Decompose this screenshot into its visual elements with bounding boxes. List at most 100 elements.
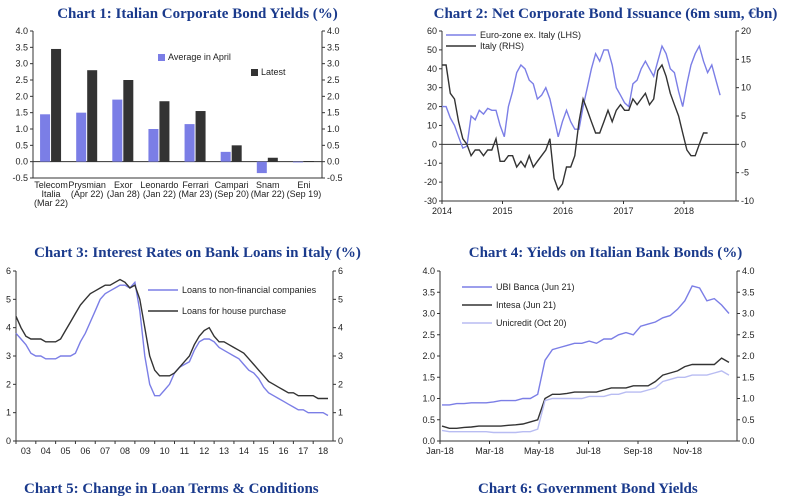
c1-category-label: Campari [215,180,249,190]
c3-series-house [15,278,328,400]
chart-2-title: Chart 2: Net Corporate Bond Issuance (6m… [433,6,778,22]
c3-ytick-label: 0 [6,436,11,446]
c2-ytick-label-right: 10 [741,83,751,93]
c3-ytick-label-right: 2 [338,379,343,389]
c1-ytick-label: 4.0 [15,26,28,36]
chart-5-title-cut: Chart 5: Change in Loan Terms & Conditio… [24,481,319,497]
c1-ytick-label: 2.0 [15,91,28,101]
c1-legend-label: Average in April [168,52,231,62]
chart-4-panel: Chart 4: Yields on Italian Bank Bonds (%… [400,240,811,480]
chart-3-panel: Chart 3: Interest Rates on Bank Loans in… [0,240,395,480]
c3-ytick-label: 5 [6,294,11,304]
c4-xtick-label: Jan-18 [426,446,454,456]
c1-bar-avg [40,114,51,162]
c2-xtick-label: 2014 [432,206,452,216]
c3-xtick-label: 07 [100,446,110,456]
c2-xtick-label: 2017 [613,206,633,216]
c4-ytick-label-right: 2.0 [742,351,755,361]
c1-ytick-label-right: 1.0 [327,124,340,134]
c3-ytick-label: 3 [6,351,11,361]
c1-bar-latest [195,111,206,162]
c2-ytick-label-right: 15 [741,54,751,64]
c1-ytick-label-right: 3.0 [327,59,340,69]
c1-bar-latest [159,101,170,162]
c1-category-label: (Jan 22) [143,189,176,199]
c4-xtick-label: Jul-18 [576,446,601,456]
c4-ytick-label: 2.5 [422,330,435,340]
chart-2-svg: -30 -20 -10 0 10 20 30 40 50 60 -10 -5 0 5 10 15 20 2014 2… [424,26,754,216]
c1-ytick-label: 1.5 [15,108,28,118]
chart-2-panel: Chart 2: Net Corporate Bond Issuance (6m… [400,0,811,240]
c3-xtick-label: 04 [41,446,51,456]
c1-bar-avg [148,129,159,162]
c3-xtick-label: 16 [278,446,288,456]
c4-legend-label: UBI Banca (Jun 21) [496,282,575,292]
c3-series-nfc [15,280,329,417]
c1-category-label: Leonardo [140,180,178,190]
c4-legend-label: Intesa (Jun 21) [496,300,556,310]
c1-bar-avg [220,151,231,162]
c1-category-label: (Mar 23) [179,189,213,199]
c1-bar-avg [292,161,303,163]
c2-xtick-label: 2016 [553,206,573,216]
c4-series-intesa [441,357,730,429]
c3-xtick-label: 12 [199,446,209,456]
c1-bar-avg [184,124,195,162]
c3-ytick-label-right: 6 [338,266,343,276]
c1-ytick-label: 2.5 [15,75,28,85]
c1-ytick-label: 0.0 [15,157,28,167]
c4-series-unicredit [441,370,730,434]
c3-ytick-label: 4 [6,323,11,333]
c1-legend-swatch [251,69,258,76]
c3-legend-label: Loans to non-financial companies [182,285,317,295]
c1-bar-latest [51,48,62,162]
c3-xtick-label: 09 [140,446,150,456]
c4-ytick-label: 3.5 [422,287,435,297]
c1-category-label: Snam [256,180,280,190]
c1-bar-avg [256,161,267,174]
c1-ytick-label-right: -0.5 [327,173,343,183]
c3-xtick-label: 10 [160,446,170,456]
c2-ytick-label: 10 [427,120,437,130]
c1-category-label: (Mar 22) [251,189,285,199]
c4-ytick-label: 1.5 [422,372,435,382]
c3-xtick-label: 11 [180,446,189,456]
c2-ytick-label: -30 [424,196,437,206]
c1-category-label: (Jan 28) [107,189,140,199]
c1-category-label: Exor [114,180,133,190]
c4-ytick-label-right: 2.5 [742,330,755,340]
c2-ytick-label: 20 [427,102,437,112]
c1-bar-avg [112,99,123,162]
c1-ytick-label-right: 3.5 [327,42,340,52]
c2-ytick-label-right: 5 [741,111,746,121]
c2-xtick-label: 2015 [492,206,512,216]
c3-ytick-label-right: 5 [338,294,343,304]
c3-xtick-label: 18 [318,446,328,456]
c3-xtick-label: 05 [61,446,71,456]
c4-ytick-label-right: 4.0 [742,266,755,276]
c4-xtick-label: Nov-18 [673,446,702,456]
c1-legend-label: Latest [261,67,286,77]
c4-ytick-label: 0.0 [422,436,435,446]
chart-4-svg: 0.0 0.5 1.0 1.5 2.0 2.5 3.0 3.5 4.0 0.0 0.5 1.0 1.5 2… [422,266,755,456]
c2-ytick-label: 0 [432,139,437,149]
chart-6-title-cut: Chart 6: Government Bond Yields [478,481,698,497]
c1-bar-latest [87,70,98,162]
c1-ytick-label-right: 1.5 [327,108,340,118]
c3-xtick-label: 08 [120,446,130,456]
c1-bar-latest [267,157,278,162]
c1-category-label: Telecom [34,180,68,190]
c4-xtick-label: May-18 [524,446,554,456]
chart-3-title: Chart 3: Interest Rates on Bank Loans in… [34,245,361,261]
c3-xtick-label: 13 [219,446,229,456]
c3-ytick-label-right: 1 [338,408,343,418]
c2-ytick-label: -20 [424,177,437,187]
c1-bar-latest [123,80,134,162]
c1-category-label: (Sep 19) [287,189,322,199]
c2-legend-label: Euro-zone ex. Italy (LHS) [480,30,581,40]
c2-ytick-label-right: -5 [741,168,749,178]
chart-1-panel: Chart 1: Italian Corporate Bond Yields (… [0,0,395,240]
c1-category-label: Italia [42,189,61,199]
c3-ytick-label-right: 0 [338,436,343,446]
